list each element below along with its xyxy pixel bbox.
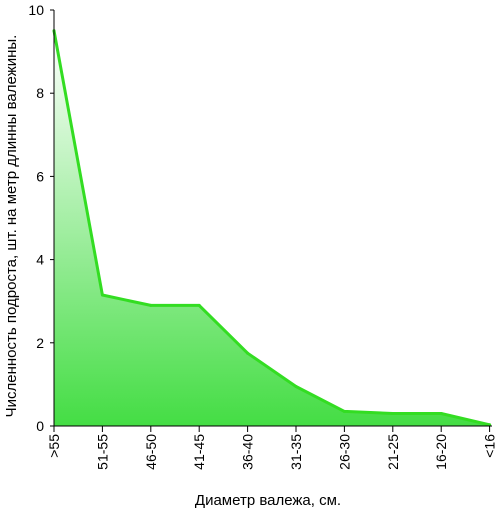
x-axis-title: Диаметр валежа, см. (195, 492, 341, 509)
y-tick-label: 6 (36, 168, 44, 184)
area-fill (54, 30, 490, 427)
x-tick-label: 41-45 (191, 434, 207, 470)
data-point-3 (197, 303, 201, 307)
x-tick-label: 31-35 (288, 434, 304, 470)
data-point-2 (149, 303, 153, 307)
y-tick-label: 2 (36, 335, 44, 351)
x-tick-label: 51-55 (94, 434, 110, 470)
x-tick-label: >55 (46, 434, 62, 458)
y-tick-label: 0 (36, 418, 44, 434)
x-tick-label: <16 (482, 434, 498, 458)
series-line (52, 29, 492, 427)
x-tick-label: 26-30 (336, 434, 352, 470)
data-point-8 (439, 412, 443, 416)
data-point-5 (294, 384, 298, 388)
x-tick-label: 21-25 (385, 434, 401, 470)
data-point-6 (342, 409, 346, 413)
y-tick-label: 8 (36, 85, 44, 101)
data-point-4 (246, 351, 250, 355)
data-point-7 (391, 412, 395, 416)
x-tick-label: 46-50 (143, 434, 159, 470)
x-tick-label: 16-20 (433, 434, 449, 470)
y-tick-label: 4 (36, 252, 44, 268)
data-point-1 (100, 293, 104, 297)
x-tick-label: 36-40 (240, 434, 256, 470)
y-axis-title: Численность подроста, шт. на метр длинны… (3, 35, 20, 418)
y-tick-label: 10 (28, 2, 44, 18)
